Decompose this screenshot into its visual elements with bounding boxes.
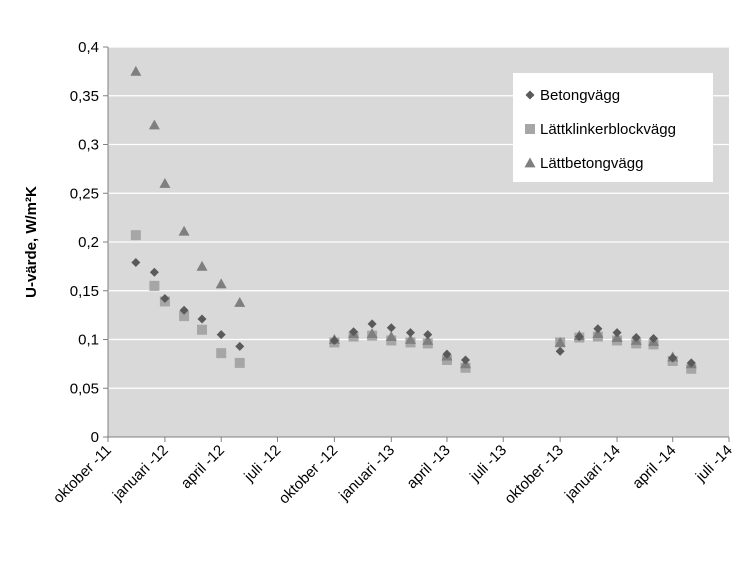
x-tick-label: januari -14: [561, 442, 624, 505]
data-point-square: [179, 311, 190, 322]
data-point-diamond: [160, 294, 170, 304]
data-point-square: [686, 363, 697, 374]
data-point-triangle: [148, 119, 160, 130]
x-tick-label: juli -12: [240, 442, 284, 486]
data-point-triangle: [130, 65, 142, 76]
data-point-diamond: [423, 330, 433, 340]
y-tick-labels: 0 0,05 0,1 0,15 0,2 0,25 0,3 0,35 0,4: [70, 39, 99, 446]
data-markers: [130, 65, 697, 374]
x-tick-label: oktober -12: [276, 442, 342, 508]
series-diamond: [131, 257, 696, 368]
data-point-diamond: [668, 353, 678, 363]
data-point-diamond: [349, 327, 359, 337]
data-point-triangle: [422, 334, 434, 345]
x-tick-label: juli -13: [466, 442, 510, 486]
y-tick-label: 0,2: [78, 234, 99, 251]
legend-marker-diamond: [525, 90, 535, 100]
x-tick-label: januari -12: [109, 442, 172, 505]
x-tick-label: juli -14: [692, 442, 736, 486]
x-tick-label: januari -13: [335, 442, 398, 505]
data-point-diamond: [131, 257, 141, 267]
legend-label: Lättbetongvägg: [540, 155, 643, 172]
data-point-diamond: [612, 328, 622, 338]
legend-label: Betongvägg: [540, 87, 620, 104]
data-point-diamond: [235, 341, 245, 351]
data-point-triangle: [215, 278, 227, 289]
x-tick-label: oktober -13: [501, 442, 567, 508]
data-point-triangle: [196, 260, 208, 271]
data-point-square: [130, 230, 141, 241]
data-point-diamond: [329, 335, 339, 345]
data-point-diamond: [461, 355, 471, 365]
data-point-square: [149, 280, 160, 291]
x-tick-label: april -13: [403, 442, 453, 492]
legend-marker-square: [525, 124, 535, 134]
legend-box: [513, 73, 713, 182]
legend: Betongvägg Lättklinkerblockvägg Lättbetong…: [513, 73, 713, 182]
y-tick-label: 0,3: [78, 137, 99, 154]
y-tick-label: 0,35: [70, 88, 99, 105]
y-axis-label: U-värde, W/m²K: [23, 186, 40, 298]
data-point-diamond: [442, 349, 452, 359]
data-point-triangle: [554, 336, 566, 347]
y-tick-label: 0,4: [78, 39, 99, 56]
data-point-diamond: [386, 323, 396, 333]
data-point-diamond: [179, 305, 189, 315]
axes: [103, 46, 730, 442]
y-tick-label: 0,05: [70, 380, 99, 397]
data-point-triangle: [385, 331, 397, 341]
data-point-diamond: [686, 358, 696, 368]
data-point-square: [234, 357, 245, 368]
data-point-diamond: [216, 330, 226, 340]
y-tick-label: 0,1: [78, 332, 99, 349]
data-point-diamond: [197, 314, 207, 324]
data-point-diamond: [574, 332, 584, 342]
data-point-diamond: [149, 267, 159, 277]
legend-label: Lättklinkerblockvägg: [540, 121, 676, 138]
data-point-diamond: [593, 324, 603, 334]
data-point-square: [197, 324, 208, 335]
legend-marker-triangle: [524, 157, 536, 168]
x-tick-label: oktober -11: [50, 442, 115, 507]
x-tick-label: april -14: [629, 442, 679, 492]
data-point-triangle: [234, 296, 246, 307]
data-point-diamond: [405, 328, 415, 338]
y-tick-label: 0,15: [70, 283, 99, 300]
data-point-triangle: [404, 334, 416, 344]
y-tick-label: 0: [91, 429, 99, 446]
data-point-diamond: [367, 319, 377, 329]
data-point-diamond: [555, 346, 565, 356]
data-point-triangle: [159, 178, 171, 188]
data-point-triangle: [178, 225, 190, 236]
data-point-triangle: [366, 328, 378, 339]
x-tick-label: april -12: [178, 442, 228, 492]
data-point-diamond: [649, 334, 659, 344]
data-point-diamond: [631, 333, 641, 343]
y-tick-label: 0,25: [70, 185, 99, 202]
data-point-square: [216, 348, 227, 359]
